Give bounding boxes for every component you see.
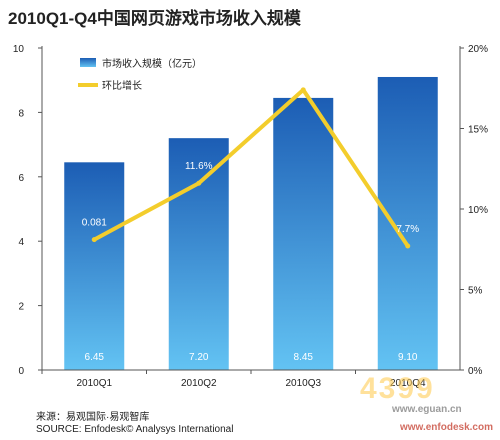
bar-2010Q1 [64, 162, 125, 370]
y-left-tick-label: 0 [18, 366, 24, 377]
watermark-site-eguan: www.eguan.cn [392, 404, 462, 415]
bars-layer [64, 76, 438, 370]
bar-2010Q4 [377, 76, 438, 370]
y-left-tick-label: 6 [18, 173, 24, 184]
legend-label-growth: 环比增长 [102, 79, 142, 92]
x-tick-label: 2010Q1 [76, 378, 112, 389]
y-right-tick-label: 5% [468, 286, 483, 297]
legend-swatch-revenue [80, 58, 96, 67]
bar-value-label: 8.45 [294, 352, 314, 363]
x-tick-label: 2010Q4 [390, 378, 426, 389]
growth-label: 11.6% [185, 161, 213, 172]
y-right-tick-label: 0% [468, 366, 483, 377]
source-en: SOURCE: Enfodesk© Analysys International [36, 424, 234, 435]
y-right-tick-label: 20% [468, 44, 488, 55]
line-layer [91, 87, 411, 249]
growth-line [92, 87, 410, 249]
labels-layer: 6.45 7.20 8.45 9.10 0.081 11.6% 17.4% 7.7% [82, 72, 420, 363]
y-left-tick-label: 2 [18, 302, 24, 313]
legend-layer: 市场收入规模（亿元） 环比增长 [78, 57, 202, 92]
watermark-logo: 4399 [360, 372, 435, 405]
growth-label: 0.081 [82, 218, 107, 229]
axes-layer: 0 2 4 6 8 10 0% 5% 10% 15% 20% 2010Q1 2010Q2 2010Q3 20… [13, 44, 488, 389]
bar-2010Q3 [273, 97, 334, 370]
y-left-tick-label: 10 [13, 44, 25, 55]
growth-point [91, 237, 97, 243]
growth-label: 17.4% [289, 72, 317, 83]
bar-value-label: 6.45 [85, 352, 105, 363]
y-right-tick-label: 15% [468, 125, 488, 136]
y-right-tick-label: 10% [468, 205, 488, 216]
legend-label-revenue: 市场收入规模（亿元） [102, 57, 202, 70]
growth-point [405, 243, 411, 249]
y-left-tick-label: 8 [18, 108, 24, 119]
bar-value-label: 9.10 [398, 352, 418, 363]
bar-2010Q2 [168, 138, 229, 370]
growth-point [196, 180, 202, 186]
watermark-site-enfodesk: www.enfodesk.com [400, 422, 493, 433]
bar-value-label: 7.20 [189, 352, 209, 363]
chart-title: 2010Q1-Q4中国网页游戏市场收入规模 [8, 9, 301, 28]
x-tick-label: 2010Q2 [181, 378, 217, 389]
growth-point [300, 87, 306, 93]
x-tick-label: 2010Q3 [285, 378, 321, 389]
y-left-tick-label: 4 [18, 237, 24, 248]
source-cn: 来源：易观国际·易观智库 [36, 412, 150, 423]
growth-label: 7.7% [396, 224, 419, 235]
